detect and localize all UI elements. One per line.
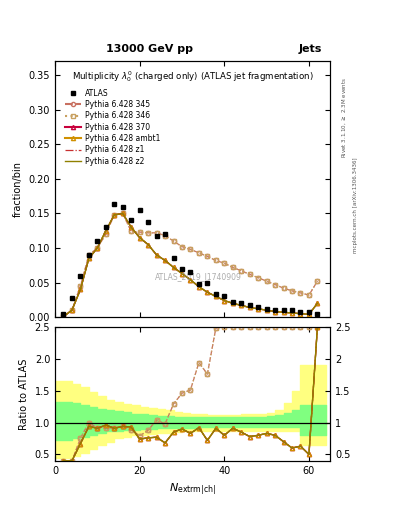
X-axis label: $N_\mathrm{extrm|ch|}$: $N_\mathrm{extrm|ch|}$ — [169, 481, 216, 497]
Text: ATLAS_2019_I1740909: ATLAS_2019_I1740909 — [154, 272, 242, 281]
Text: Jets: Jets — [299, 44, 322, 54]
Y-axis label: Ratio to ATLAS: Ratio to ATLAS — [19, 358, 29, 430]
Text: mcplots.cern.ch [arXiv:1306.3436]: mcplots.cern.ch [arXiv:1306.3436] — [353, 157, 358, 252]
Y-axis label: fraction/bin: fraction/bin — [13, 161, 23, 217]
Text: Multiplicity $\lambda_0^0$ (charged only) (ATLAS jet fragmentation): Multiplicity $\lambda_0^0$ (charged only… — [72, 69, 313, 84]
Text: 13000 GeV pp: 13000 GeV pp — [106, 44, 193, 54]
Text: Rivet 3.1.10, $\geq$ 2.3M events: Rivet 3.1.10, $\geq$ 2.3M events — [340, 77, 348, 158]
Legend: ATLAS, Pythia 6.428 345, Pythia 6.428 346, Pythia 6.428 370, Pythia 6.428 ambt1,: ATLAS, Pythia 6.428 345, Pythia 6.428 34… — [62, 86, 163, 168]
